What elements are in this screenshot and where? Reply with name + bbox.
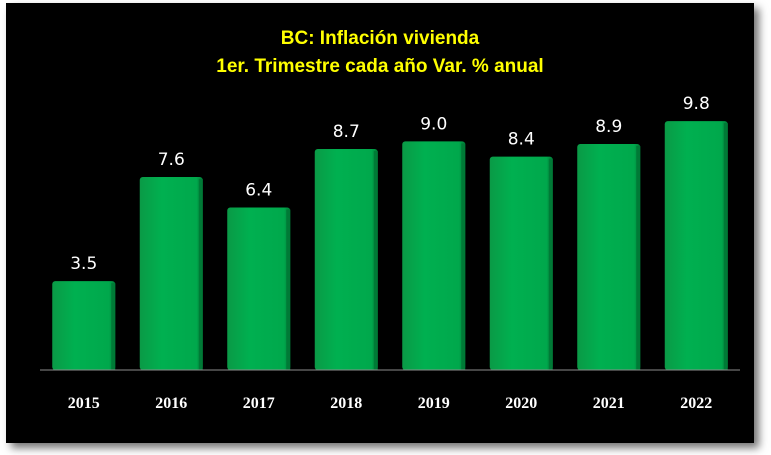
bar-shade-2017 <box>286 209 291 370</box>
bar-2020 <box>489 156 553 370</box>
bar-2015 <box>52 281 116 370</box>
bar-2019 <box>402 141 466 370</box>
value-label-2015: 3.5 <box>70 254 97 274</box>
x-tick-label-2017: 2017 <box>243 395 275 412</box>
value-label-2019: 9.0 <box>420 114 447 134</box>
bar-shade-2015 <box>111 283 116 370</box>
bar-2018 <box>314 149 378 370</box>
value-label-2016: 7.6 <box>158 150 185 170</box>
x-tick-label-2022: 2022 <box>680 395 712 412</box>
x-tick-label-2020: 2020 <box>505 395 537 412</box>
value-label-2021: 8.9 <box>595 117 622 137</box>
bar-shade-2019 <box>461 143 466 370</box>
x-tick-label-2019: 2019 <box>418 395 450 412</box>
x-tick-label-2018: 2018 <box>330 395 362 412</box>
bar-chart: BC: Inflación vivienda 1er. Trimestre ca… <box>40 28 740 412</box>
chart-title-line-2: 1er. Trimestre cada año Var. % anual <box>216 56 543 77</box>
bar-shade-2021 <box>636 145 641 370</box>
bar-shade-2022 <box>723 123 728 370</box>
bar-shade-2020 <box>548 158 553 370</box>
value-label-2017: 6.4 <box>245 180 272 200</box>
x-tick-label-2021: 2021 <box>593 395 625 412</box>
bar-shade-2016 <box>198 178 203 370</box>
value-label-2022: 9.8 <box>683 94 710 114</box>
value-label-2020: 8.4 <box>508 130 535 150</box>
bar-shade-2018 <box>373 151 378 370</box>
bar-2021 <box>577 143 641 370</box>
x-tick-label-2015: 2015 <box>68 395 100 412</box>
bar-2017 <box>227 207 291 370</box>
x-tick-label-2016: 2016 <box>155 395 187 412</box>
labels-group: 3.5 2015 7.6 2016 6.4 2017 8.7 2018 9.0 2019 8.4 20… <box>68 94 713 412</box>
chart-title-line-1: BC: Inflación vivienda <box>281 28 480 49</box>
bars-group <box>52 121 728 370</box>
chart-area: BC: Inflación vivienda 1er. Trimestre ca… <box>6 3 754 443</box>
bar-2016 <box>139 176 203 370</box>
value-label-2018: 8.7 <box>333 122 360 142</box>
bar-2022 <box>664 121 728 370</box>
